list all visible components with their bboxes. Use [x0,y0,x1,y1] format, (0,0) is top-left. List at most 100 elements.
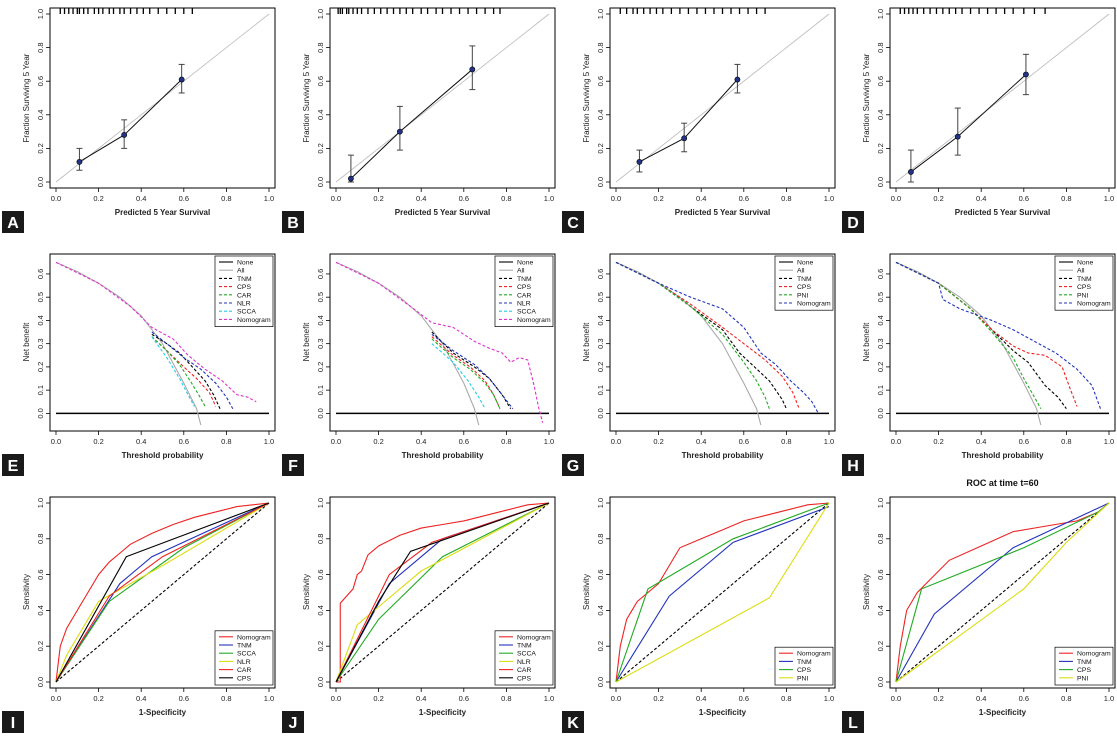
nomogram-line [55,502,270,683]
legend-label: None [1077,260,1093,267]
x-tick-label: 1.0 [824,194,834,203]
y-tick-label: 0.0 [36,408,45,418]
y-axis-label: Sensitivity [302,574,311,610]
y-tick-label: 0.2 [876,362,885,372]
legend-label: Nomogram [1077,301,1111,308]
calibration-point [636,158,643,165]
y-tick-label: 0.4 [36,315,45,325]
x-tick-label: 0.0 [51,694,61,703]
x-tick-label: 0.4 [136,194,146,203]
x-tick-label: 0.2 [373,437,383,446]
pni-line [615,261,770,409]
y-tick-label: 0.0 [876,177,885,187]
panel-e: 0.0 0.2 0.4 0.6 0.8 1.0 0.0 0.1 0.2 0.3 0.4 0.5 0.6 T… [2,253,276,476]
nomogram-line [615,502,830,683]
y-tick-label: 0.3 [596,338,605,348]
reference-line [55,502,270,683]
calibration-line [350,69,473,180]
legend-label: CPS [797,667,811,674]
pni-line [615,502,830,683]
y-axis-label: Fraction Surviving 5 Year [862,53,871,142]
x-axis-label: Predicted 5 Year Survival [955,208,1050,217]
y-tick-label: 0.4 [36,110,45,120]
legend-label: TNM [797,659,812,666]
x-tick-label: 1.0 [824,694,834,703]
legend-box [1054,255,1114,311]
calibration-point [469,66,476,73]
legend-label: PNI [797,675,808,682]
x-tick-label: 1.0 [264,194,274,203]
x-tick-label: 1.0 [1104,437,1114,446]
y-tick-label: 0.0 [596,177,605,187]
x-tick-label: 0.4 [136,437,146,446]
data-layer [895,502,1110,683]
x-tick-label: 0.0 [891,437,901,446]
y-tick-label: 0.6 [596,76,605,86]
legend-label: CPS [517,284,531,291]
y-tick-label: 0.8 [316,534,325,544]
y-tick-label: 0.5 [876,292,885,302]
y-tick-label: 1.0 [316,9,325,19]
y-tick-label: 0.8 [36,534,45,544]
cps-line [895,261,1078,407]
legend-label: All [797,268,805,275]
y-tick-label: 0.2 [316,143,325,153]
legend-label: Nomogram [517,634,551,641]
nlr-line [151,331,234,409]
legend-label: All [1077,268,1085,275]
y-tick-label: 0.2 [876,641,885,651]
x-tick-label: 0.6 [459,694,469,703]
y-tick-label: 0.0 [316,177,325,187]
y-tick-label: 0.0 [316,677,325,687]
plot-frame [889,7,1116,189]
panel-tag-letter: K [567,715,579,732]
y-tick-label: 1.0 [36,9,45,19]
y-tick-label: 1.0 [596,498,605,508]
panel-tag-box [842,211,864,233]
data-layer [335,502,550,683]
x-tick-label: 0.2 [933,437,943,446]
y-tick-label: 0.0 [876,677,885,687]
y-tick-label: 0.4 [316,315,325,325]
pni-line [895,502,1110,683]
x-tick-label: 0.8 [221,194,231,203]
y-tick-label: 0.0 [36,177,45,187]
scca-line [151,336,195,407]
x-tick-label: 0.0 [51,437,61,446]
y-tick-label: 0.0 [876,408,885,418]
x-axis-label: Threshold probability [122,451,204,460]
x-tick-label: 1.0 [264,694,274,703]
panel-tag-box [282,711,304,733]
legend-label: Nomogram [237,634,271,641]
panel-tag-box [842,454,864,476]
y-tick-label: 1.0 [876,498,885,508]
x-tick-label: 0.4 [136,694,146,703]
x-tick-label: 0.6 [459,194,469,203]
x-axis-label: Threshold probability [962,451,1044,460]
y-tick-label: 0.6 [316,269,325,279]
x-tick-label: 0.4 [696,694,706,703]
x-tick-label: 0.2 [653,194,663,203]
scca-line [431,343,486,409]
nlr-line [335,502,550,683]
y-tick-label: 0.4 [596,315,605,325]
legend-label: CPS [1077,284,1091,291]
legend-label: None [797,260,813,267]
car-line [335,502,550,683]
y-tick-label: 0.6 [36,269,45,279]
y-tick-label: 0.8 [316,42,325,52]
y-tick-label: 0.2 [876,143,885,153]
ideal-line [615,13,830,183]
legend-label: CAR [237,667,251,674]
panel-a: 0.0 0.2 0.4 0.6 0.8 1.0 0.0 0.2 0.4 0.6 0.8 1.0 Pred… [2,7,276,233]
legend-box [494,255,554,327]
data-layer [55,8,270,183]
y-axis-label: Fraction Surviving 5 Year [22,53,31,142]
x-axis-label: Predicted 5 Year Survival [675,208,770,217]
y-tick-label: 0.2 [596,641,605,651]
y-axis-label: Fraction Surviving 5 Year [302,53,311,142]
x-tick-label: 0.2 [653,437,663,446]
y-tick-label: 0.3 [876,338,885,348]
panel-tag-letter: E [8,458,19,475]
panel-i: 0.0 0.2 0.4 0.6 0.8 1.0 0.0 0.2 0.4 0.6 0.8 1.0 1-Sp… [2,496,276,733]
